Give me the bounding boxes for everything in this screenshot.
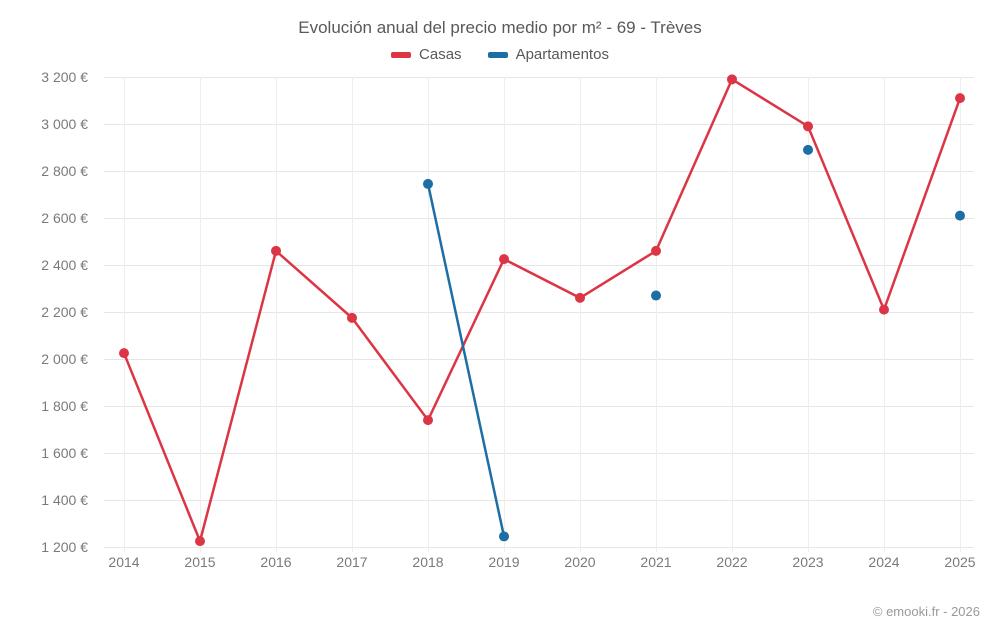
- x-axis-tick-label-2017: 2017: [336, 554, 367, 570]
- data-point-casas-2025[interactable]: Casas 2025: 3110 €: [955, 93, 965, 103]
- y-axis-labels: 1 200 €1 400 €1 600 €1 800 €2 000 €2 200…: [20, 77, 100, 547]
- x-axis-tick-label-2022: 2022: [716, 554, 747, 570]
- y-axis-tick-label: 2 800 €: [41, 163, 88, 179]
- y-axis-tick-label: 3 200 €: [41, 69, 88, 85]
- y-axis-tick-label: 3 000 €: [41, 116, 88, 132]
- x-axis-tick-label-2021: 2021: [640, 554, 671, 570]
- data-point-casas-2015[interactable]: Casas 2015: 1225 €: [195, 536, 205, 546]
- x-axis-tick-label-2020: 2020: [564, 554, 595, 570]
- x-axis-tick-label-2019: 2019: [488, 554, 519, 570]
- y-axis-tick-label: 1 800 €: [41, 398, 88, 414]
- legend-item-apartamentos[interactable]: Apartamentos: [488, 46, 609, 63]
- x-axis-tick-label-2016: 2016: [260, 554, 291, 570]
- data-point-casas-2018[interactable]: Casas 2018: 1740 €: [423, 415, 433, 425]
- y-axis-tick-label: 1 600 €: [41, 445, 88, 461]
- credit-text: © emooki.fr - 2026: [873, 604, 980, 619]
- data-point-casas-2014[interactable]: Casas 2014: 2025 €: [119, 348, 129, 358]
- data-point-casas-2016[interactable]: Casas 2016: 2460 €: [271, 246, 281, 256]
- y-axis-tick-label: 2 200 €: [41, 304, 88, 320]
- data-point-casas-2019[interactable]: Casas 2019: 2425 €: [499, 254, 509, 264]
- line-series-casas: [124, 79, 960, 541]
- plot-area: 1 200 € 1 400 € 1 600 € 1 800 € 2 000 € 2 200…: [20, 77, 980, 577]
- legend-label-casas: Casas: [419, 46, 462, 63]
- y-axis-tick-label: 1 400 €: [41, 492, 88, 508]
- x-axis-tick-label-2025: 2025: [944, 554, 975, 570]
- chart-container: Evolución anual del precio medio por m² …: [0, 0, 1000, 625]
- data-point-casas-2023[interactable]: Casas 2023: 2990 €: [803, 121, 813, 131]
- y-axis-tick-label: 2 000 €: [41, 351, 88, 367]
- data-point-apartamentos-2019[interactable]: Apartamentos 2019: 1245 €: [499, 531, 509, 541]
- chart-legend: Casas Apartamentos: [20, 46, 980, 63]
- data-point-apartamentos-2025[interactable]: Apartamentos 2025: 2610 €: [955, 211, 965, 221]
- data-point-casas-2021[interactable]: Casas 2021: 2460 €: [651, 246, 661, 256]
- apartamentos-color-swatch: [488, 52, 508, 58]
- data-point-casas-2022[interactable]: Casas 2022: 3190 €: [727, 74, 737, 84]
- data-point-apartamentos-2018[interactable]: Apartamentos 2018: 2745 €: [423, 179, 433, 189]
- data-point-casas-2024[interactable]: Casas 2024: 2210 €: [879, 305, 889, 315]
- line-chart-svg: Casas 2014: 2025 € Casas 2015: 1225 € Casa…: [104, 77, 980, 547]
- x-axis-tick-label-2014: 2014: [108, 554, 139, 570]
- legend-item-casas[interactable]: Casas: [391, 46, 462, 63]
- data-point-apartamentos-2021[interactable]: Apartamentos 2021: 2270 €: [651, 291, 661, 301]
- casas-color-swatch: [391, 52, 411, 58]
- y-axis-tick-label: 1 200 €: [41, 539, 88, 555]
- data-point-casas-2017[interactable]: Casas 2017: 2175 €: [347, 313, 357, 323]
- data-point-apartamentos-2023[interactable]: Apartamentos 2023: 2890 €: [803, 145, 813, 155]
- horizontal-gridline: [104, 547, 974, 548]
- x-axis-tick-label-2024: 2024: [868, 554, 899, 570]
- chart-title: Evolución anual del precio medio por m² …: [20, 18, 980, 38]
- x-axis-labels: 2014 2015 2016 2017 2018 2019 2020 2021 2022 2023…: [104, 552, 980, 577]
- data-point-casas-2020[interactable]: Casas 2020: 2260 €: [575, 293, 585, 303]
- y-axis-tick-label: 2 400 €: [41, 257, 88, 273]
- x-axis-tick-label-2015: 2015: [184, 554, 215, 570]
- legend-label-apartamentos: Apartamentos: [516, 46, 609, 63]
- x-axis-tick-label-2023: 2023: [792, 554, 823, 570]
- y-axis-tick-label: 2 600 €: [41, 210, 88, 226]
- line-series-apartamentos: [428, 184, 504, 537]
- x-axis-tick-label-2018: 2018: [412, 554, 443, 570]
